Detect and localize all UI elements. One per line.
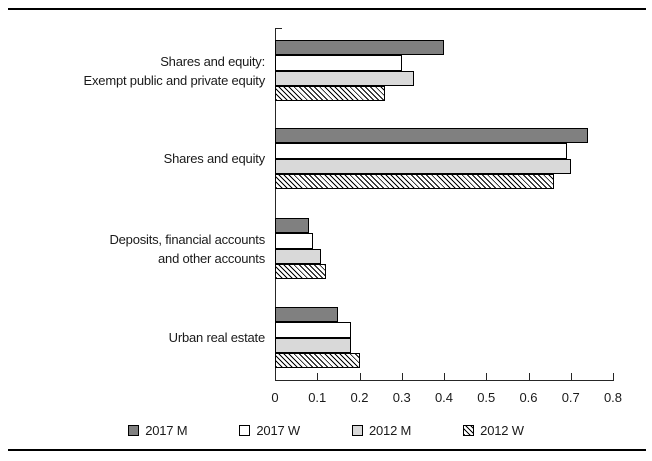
category-label-line: Urban real estate [168, 330, 266, 346]
category-label-line: Shares and equity: [160, 53, 265, 69]
bar-2012-m-group1 [275, 70, 415, 86]
x-axis-tick-label: 0.1 [308, 390, 327, 405]
x-axis-tick [359, 373, 361, 380]
bar-2012-m-group3 [275, 248, 322, 264]
legend-label: 2012 W [480, 423, 524, 438]
bar-2012-w-group3 [275, 263, 326, 280]
legend: 2017 M 2017 W 2012 M 2012 W [0, 423, 652, 438]
legend-item-2017-w: 2017 W [239, 423, 300, 438]
legend-swatch [128, 425, 140, 436]
category-label-line: and other accounts [158, 250, 265, 266]
x-axis-tick [444, 373, 445, 380]
legend-label: 2017 W [256, 423, 300, 438]
y-axis-top-tick [275, 28, 282, 29]
x-axis-tick [570, 373, 572, 380]
x-axis-tick-label: 0.5 [477, 390, 496, 405]
x-axis-tick-label: 0.2 [350, 390, 369, 405]
category-label: Deposits, financial accounts and other ac… [13, 230, 265, 268]
x-axis-line [275, 380, 614, 381]
bar-2012-m-group4 [275, 337, 352, 353]
legend-item-2017-m: 2017 M [128, 423, 188, 438]
legend-item-2012-m: 2012 M [352, 423, 411, 438]
legend-label: 2017 M [145, 423, 188, 438]
category-label-line: Shares and equity [163, 151, 266, 167]
bar-2017-w-group3 [275, 233, 314, 249]
category-label: Shares and equity: Exempt public and priv… [13, 52, 266, 90]
bar-2012-w-group1 [275, 85, 385, 102]
x-axis-tick [401, 373, 403, 380]
bar-2012-w-group4 [275, 352, 360, 369]
bar-2017-w-group4 [275, 322, 352, 338]
y-axis-line [275, 28, 276, 381]
x-axis-tick [486, 373, 488, 380]
x-axis-tick [528, 373, 530, 380]
x-axis-tick-label: 0 [271, 390, 279, 405]
x-axis-tick [317, 373, 319, 380]
bar-2012-w-group2 [275, 173, 554, 190]
category-label-line: Deposits, financial accounts [109, 231, 265, 247]
bar-2017-w-group2 [275, 143, 567, 159]
x-axis-tick-label: 0.4 [434, 390, 454, 405]
bar-2017-m-group3 [275, 218, 309, 234]
bar-2017-m-group4 [275, 307, 339, 323]
bottom-rule-divider [8, 449, 646, 451]
top-rule-divider [8, 8, 646, 10]
x-axis-tick-label: 0.8 [603, 390, 623, 405]
category-label: Shares and equity [13, 149, 266, 168]
legend-swatch [239, 425, 251, 436]
legend-item-2012-w: 2012 W [463, 423, 524, 438]
bar-2017-m-group1 [275, 40, 444, 56]
category-label: Urban real estate [13, 328, 266, 347]
bar-2017-w-group1 [275, 55, 402, 71]
bar-2012-m-group2 [275, 158, 571, 174]
bar-2017-m-group2 [275, 128, 588, 144]
x-axis-tick [275, 373, 276, 380]
legend-swatch [352, 425, 363, 436]
category-label-line: Exempt public and private equity [83, 72, 266, 88]
x-axis-tick-label: 0.3 [392, 390, 411, 405]
legend-swatch [463, 425, 475, 436]
x-axis-tick-label: 0.6 [519, 390, 538, 405]
x-axis-tick [613, 373, 614, 380]
legend-label: 2012 M [369, 423, 412, 438]
x-axis-tick-label: 0.7 [561, 390, 580, 405]
